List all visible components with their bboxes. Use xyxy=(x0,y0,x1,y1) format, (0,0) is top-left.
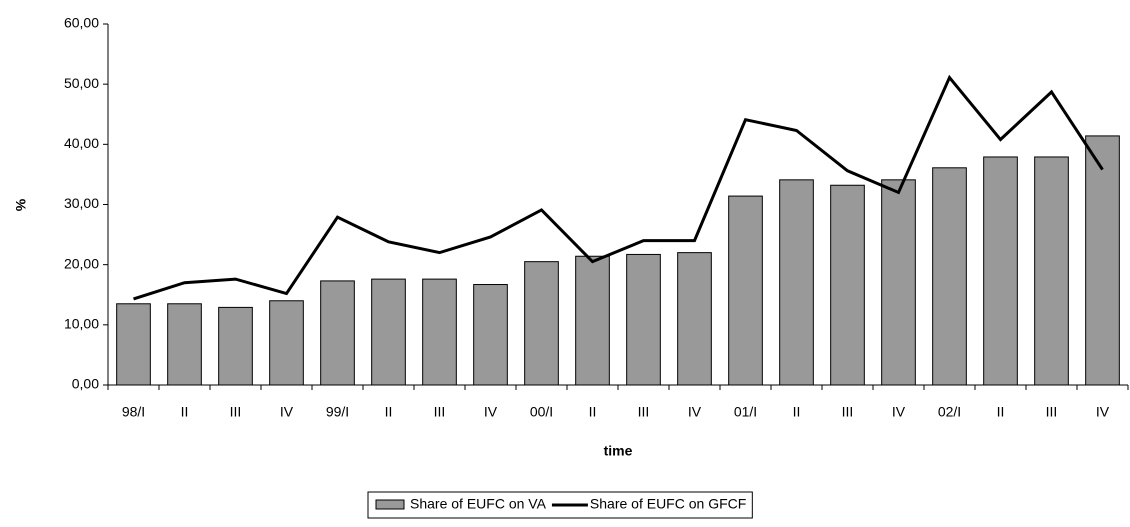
line xyxy=(133,74,1104,301)
x-tick-label: III xyxy=(434,404,446,420)
x-tick-label: II xyxy=(385,404,393,420)
y-axis-label: % xyxy=(13,198,29,211)
bar xyxy=(320,280,355,386)
bar xyxy=(473,284,508,386)
x-tick-label: III xyxy=(230,404,242,420)
x-tick-label: IV xyxy=(1096,404,1110,420)
bar xyxy=(626,253,661,386)
y-tick-label: 50,00 xyxy=(64,75,99,91)
x-tick-label: 02/I xyxy=(938,404,961,420)
y-tick-label: 30,00 xyxy=(64,195,99,211)
x-tick-label: IV xyxy=(688,404,702,420)
x-tick-label: 01/I xyxy=(734,404,757,420)
x-tick-label: III xyxy=(638,404,650,420)
x-tick-label: 99/I xyxy=(326,404,349,420)
legend-label: Share of EUFC on VA xyxy=(410,496,547,512)
bar xyxy=(371,278,406,386)
bar xyxy=(575,255,610,386)
x-tick-label: 98/I xyxy=(122,404,145,420)
y-tick-label: 40,00 xyxy=(64,135,99,151)
bar xyxy=(218,306,253,386)
bar xyxy=(881,179,916,386)
x-tick-label: IV xyxy=(484,404,498,420)
x-tick-label: IV xyxy=(892,404,906,420)
bar xyxy=(932,167,967,386)
x-tick-label: II xyxy=(793,404,801,420)
y-tick-label: 20,00 xyxy=(64,255,99,271)
legend-label: Share of EUFC on GFCF xyxy=(590,496,746,512)
bar xyxy=(422,278,457,386)
bar xyxy=(779,179,814,386)
bar xyxy=(1034,156,1069,386)
x-tick-label: II xyxy=(589,404,597,420)
x-tick-label: IV xyxy=(280,404,294,420)
bar xyxy=(728,195,763,386)
y-tick-label: 10,00 xyxy=(64,316,99,332)
bar xyxy=(269,300,304,386)
x-axis-label: time xyxy=(604,443,633,459)
legend: Share of EUFC on VA Share of EUFC on GFCF xyxy=(367,491,753,519)
bar xyxy=(116,303,151,386)
bar xyxy=(1085,135,1120,386)
y-tick-label: 0,00 xyxy=(72,376,99,392)
bar xyxy=(830,184,865,386)
x-tick-label: 00/I xyxy=(530,404,553,420)
legend-swatch xyxy=(375,499,405,510)
bar xyxy=(983,156,1018,386)
bar xyxy=(524,261,559,386)
x-tick-label: II xyxy=(181,404,189,420)
x-tick-label: II xyxy=(997,404,1005,420)
x-tick-label: III xyxy=(842,404,854,420)
x-tick-label: III xyxy=(1046,404,1058,420)
bar xyxy=(677,252,712,386)
bar xyxy=(167,303,202,386)
y-tick-label: 60,00 xyxy=(64,15,99,31)
